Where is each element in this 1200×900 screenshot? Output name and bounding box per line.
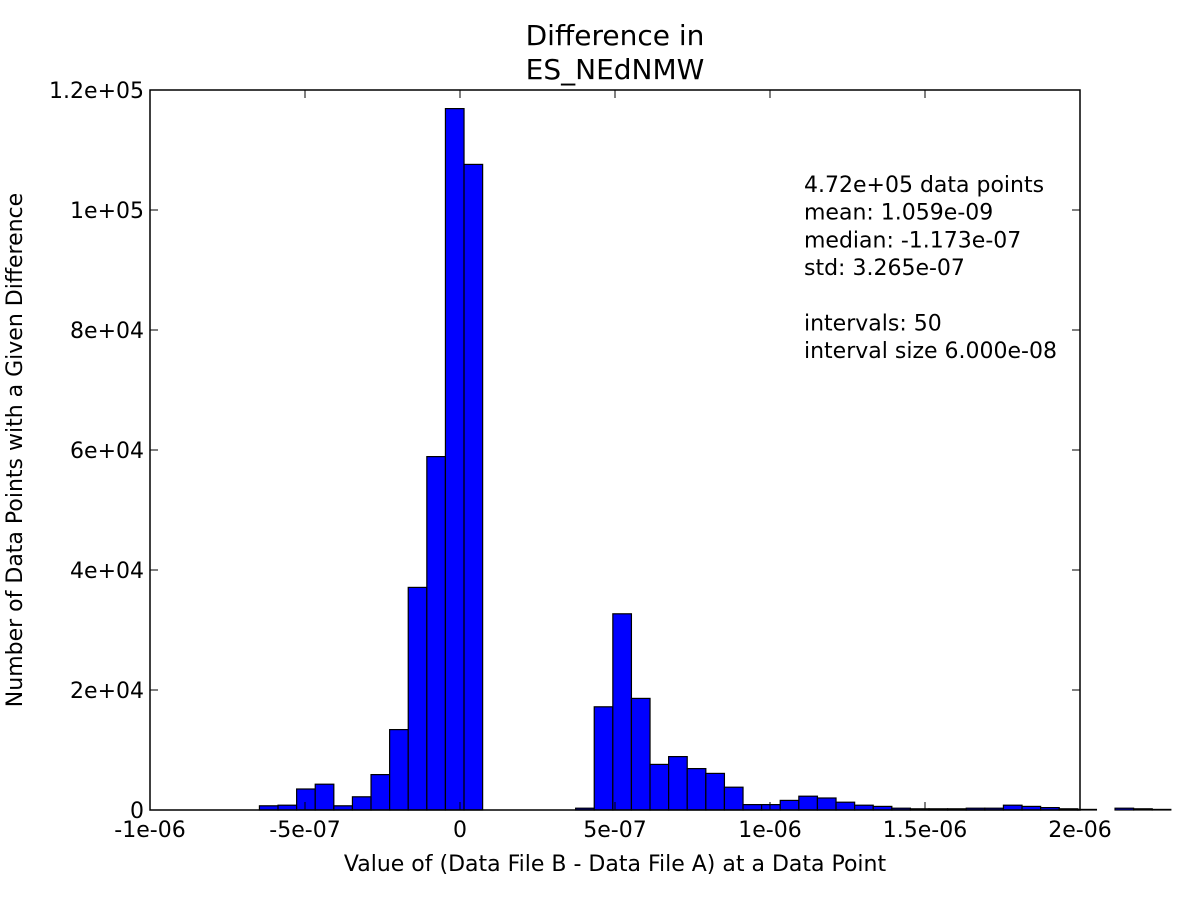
stat-line: interval size 6.000e-08 bbox=[804, 339, 1057, 364]
x-tick-label: -1e-06 bbox=[114, 818, 185, 843]
stat-line: 4.72e+05 data points bbox=[804, 173, 1044, 198]
x-tick-label: -5e-07 bbox=[269, 818, 340, 843]
stat-line: std: 3.265e-07 bbox=[804, 256, 965, 281]
histogram-bar bbox=[649, 763, 670, 811]
histogram-bar bbox=[1114, 807, 1135, 811]
x-tick-label: 2e-06 bbox=[1048, 818, 1111, 843]
x-axis-label: Value of (Data File B - Data File A) at … bbox=[344, 852, 887, 877]
histogram-bar bbox=[426, 456, 447, 811]
histogram-bar bbox=[723, 786, 744, 811]
histogram-bar bbox=[370, 773, 391, 811]
y-tick-label: 2e+04 bbox=[70, 679, 144, 704]
y-tick-label: 0 bbox=[130, 799, 144, 824]
y-tick-label: 1e+05 bbox=[70, 199, 144, 224]
histogram-bar bbox=[444, 107, 465, 811]
histogram-bar bbox=[686, 767, 707, 811]
histogram-bar bbox=[593, 706, 614, 811]
chart-title-line-2: ES_NEdNMW bbox=[526, 53, 705, 86]
stat-line: median: -1.173e-07 bbox=[804, 228, 1021, 253]
histogram-bar bbox=[296, 788, 316, 811]
y-tick-label: 8e+04 bbox=[70, 319, 144, 344]
histogram-bar bbox=[835, 801, 856, 811]
histogram-bar bbox=[351, 796, 372, 811]
histogram-bar bbox=[1133, 808, 1153, 811]
histogram-bar bbox=[612, 613, 633, 811]
histogram-bar bbox=[816, 797, 837, 811]
histogram-bar bbox=[389, 728, 409, 811]
stat-line: intervals: 50 bbox=[804, 312, 942, 337]
histogram-bar bbox=[407, 586, 428, 811]
histogram-bar bbox=[314, 783, 335, 811]
histogram-bar bbox=[742, 803, 763, 811]
histogram-bar bbox=[705, 772, 726, 811]
x-tick-label: 1.5e-06 bbox=[883, 818, 967, 843]
plot-frame bbox=[149, 89, 1081, 811]
chart-title-line-1: Difference in bbox=[526, 19, 705, 52]
histogram-bar bbox=[779, 799, 800, 811]
y-tick-label: 4e+04 bbox=[70, 559, 144, 584]
histogram-bars bbox=[258, 107, 1172, 811]
x-tick-label: 5e-07 bbox=[583, 818, 646, 843]
histogram-bar bbox=[630, 697, 651, 811]
axis-ticks: -1e-06 -5e-07 0 5e-07 1e-06 1.5e-06 2e-06 0 2e+0… bbox=[49, 79, 1112, 843]
y-tick-label: 6e+04 bbox=[70, 439, 144, 464]
histogram-bar bbox=[1151, 808, 1172, 811]
statistics-annotation: 4.72e+05 data points mean: 1.059e-09media… bbox=[804, 173, 1057, 364]
y-tick-label: 1.2e+05 bbox=[49, 79, 144, 104]
histogram-bar bbox=[463, 163, 484, 811]
histogram-bar bbox=[668, 755, 688, 811]
histogram-bar bbox=[798, 795, 819, 811]
histogram-bar bbox=[761, 803, 781, 811]
stat-line: mean: 1.059e-09 bbox=[804, 201, 993, 226]
x-tick-label: 1e-06 bbox=[738, 818, 801, 843]
x-tick-label: 0 bbox=[453, 818, 467, 843]
y-axis-label: Number of Data Points with a Given Diffe… bbox=[3, 193, 28, 707]
